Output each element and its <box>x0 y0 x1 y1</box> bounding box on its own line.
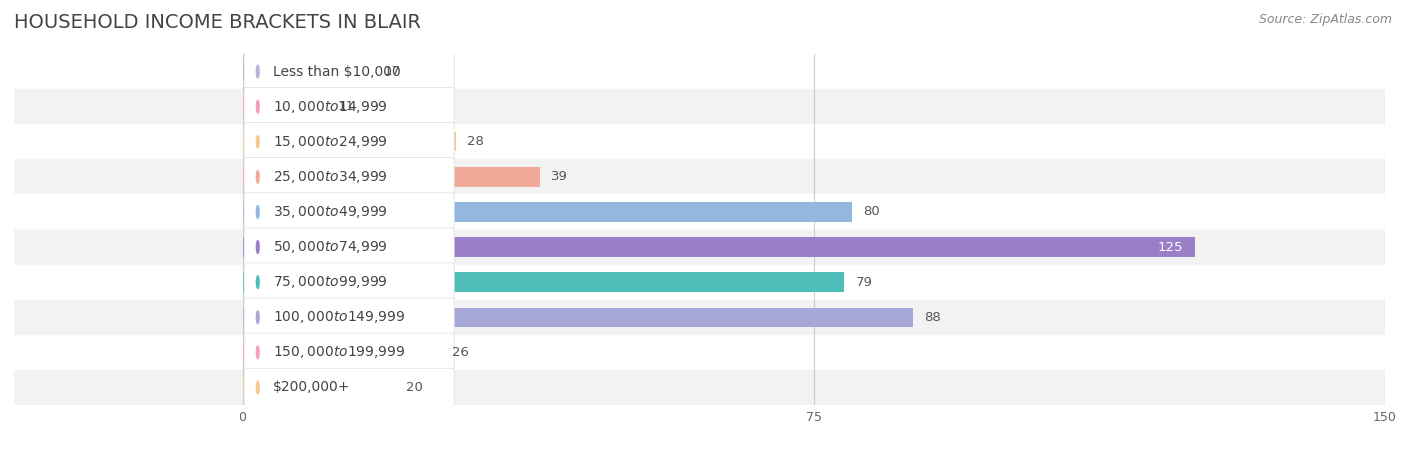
Bar <box>243 273 844 292</box>
Bar <box>14 230 1385 265</box>
Circle shape <box>256 276 259 288</box>
Bar <box>14 54 1385 89</box>
Text: 17: 17 <box>384 65 401 78</box>
Circle shape <box>256 241 259 253</box>
Text: $15,000 to $24,999: $15,000 to $24,999 <box>273 134 388 150</box>
Text: $200,000+: $200,000+ <box>273 380 350 395</box>
Text: $35,000 to $49,999: $35,000 to $49,999 <box>273 204 388 220</box>
FancyBboxPatch shape <box>245 122 454 161</box>
Text: 79: 79 <box>856 276 873 288</box>
Text: $50,000 to $74,999: $50,000 to $74,999 <box>273 239 388 255</box>
Bar <box>243 132 456 151</box>
FancyBboxPatch shape <box>245 263 454 302</box>
Text: 39: 39 <box>551 171 568 183</box>
Text: 11: 11 <box>337 100 354 113</box>
Text: $75,000 to $99,999: $75,000 to $99,999 <box>273 274 388 290</box>
Bar <box>14 194 1385 230</box>
Circle shape <box>256 346 259 359</box>
Circle shape <box>256 311 259 324</box>
Text: 26: 26 <box>451 346 468 359</box>
Text: Source: ZipAtlas.com: Source: ZipAtlas.com <box>1258 14 1392 27</box>
Bar <box>14 370 1385 405</box>
Bar <box>243 343 440 362</box>
Bar <box>14 265 1385 300</box>
Text: 20: 20 <box>406 381 423 394</box>
Text: 80: 80 <box>863 206 880 218</box>
FancyBboxPatch shape <box>245 298 454 337</box>
Text: HOUSEHOLD INCOME BRACKETS IN BLAIR: HOUSEHOLD INCOME BRACKETS IN BLAIR <box>14 14 420 32</box>
Circle shape <box>256 171 259 183</box>
FancyBboxPatch shape <box>245 333 454 372</box>
Bar <box>14 300 1385 335</box>
Text: 88: 88 <box>924 311 941 324</box>
Text: 28: 28 <box>467 135 484 148</box>
Text: $25,000 to $34,999: $25,000 to $34,999 <box>273 169 388 185</box>
Bar <box>243 167 540 186</box>
Bar <box>243 238 1195 256</box>
FancyBboxPatch shape <box>245 228 454 266</box>
Text: 125: 125 <box>1157 241 1182 253</box>
Bar <box>14 124 1385 159</box>
Text: Less than $10,000: Less than $10,000 <box>273 64 401 79</box>
Circle shape <box>256 100 259 113</box>
Circle shape <box>256 206 259 218</box>
Bar <box>243 62 373 81</box>
Bar <box>243 202 852 221</box>
Bar <box>14 335 1385 370</box>
Bar <box>243 308 912 327</box>
Bar <box>243 97 326 116</box>
Circle shape <box>256 135 259 148</box>
Text: $150,000 to $199,999: $150,000 to $199,999 <box>273 344 405 360</box>
FancyBboxPatch shape <box>245 193 454 231</box>
Circle shape <box>256 65 259 78</box>
Bar <box>14 89 1385 124</box>
Text: $100,000 to $149,999: $100,000 to $149,999 <box>273 309 405 325</box>
FancyBboxPatch shape <box>245 368 454 407</box>
FancyBboxPatch shape <box>245 52 454 91</box>
Text: $10,000 to $14,999: $10,000 to $14,999 <box>273 99 388 115</box>
Bar <box>243 378 395 397</box>
Bar <box>14 159 1385 194</box>
FancyBboxPatch shape <box>245 87 454 126</box>
FancyBboxPatch shape <box>245 158 454 196</box>
Circle shape <box>256 381 259 394</box>
